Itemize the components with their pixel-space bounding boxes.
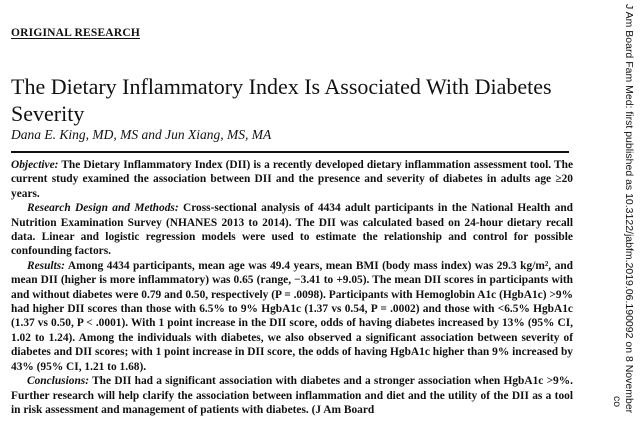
abstract-methods: Research Design and Methods: Cross-secti…: [11, 201, 573, 259]
abstract-objective: Objective: The Dietary Inflammatory Inde…: [11, 158, 573, 201]
methods-heading: Research Design and Methods:: [27, 202, 179, 215]
author-list: Dana E. King, MD, MS and Jun Xiang, MS, …: [11, 127, 272, 142]
citation-sidebar: J Am Board Fam Med: first published as 1…: [613, 4, 635, 424]
citation-sidebar-line2: co: [613, 396, 623, 408]
citation-sidebar-line1: J Am Board Fam Med: first published as 1…: [623, 4, 635, 414]
methods-text: Cross-sectional analysis of 4434 adult p…: [11, 202, 573, 258]
objective-heading: Objective:: [11, 159, 59, 171]
objective-text: The Dietary Inflammatory Index (DII) is …: [11, 159, 573, 200]
article-title: The Dietary Inflammatory Index Is Associ…: [11, 73, 552, 126]
abstract-conclusions: Conclusions: The DII had a significant a…: [11, 374, 573, 417]
results-text: Among 4434 participants, mean age was 49…: [11, 259, 573, 373]
abstract-results: Results: Among 4434 participants, mean a…: [11, 259, 573, 374]
title-divider: [11, 151, 569, 153]
section-label: ORIGINAL RESEARCH: [11, 27, 140, 39]
conclusions-text: The DII had a significant association wi…: [11, 375, 573, 416]
conclusions-heading: Conclusions:: [27, 375, 90, 388]
results-heading: Results:: [27, 259, 65, 272]
abstract: Objective: The Dietary Inflammatory Inde…: [11, 158, 573, 417]
